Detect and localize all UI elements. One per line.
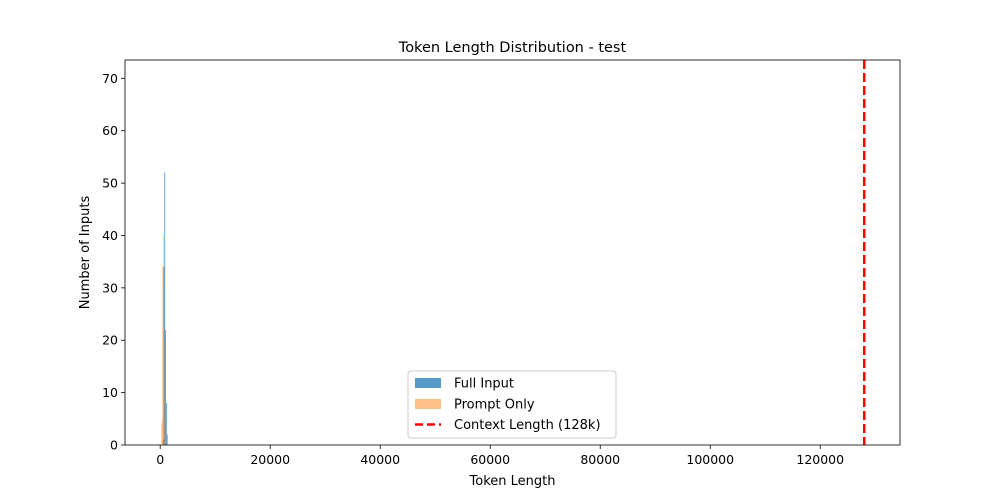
- chart-title: Token Length Distribution - test: [398, 40, 627, 56]
- plot-frame: [124, 59, 901, 446]
- legend-swatch-prompt-only: [415, 399, 441, 409]
- series-prompt-only: [161, 235, 166, 445]
- legend-frame: [407, 370, 617, 439]
- y-axis: 0 10 20 30 40 50 60 70: [102, 71, 125, 453]
- histogram-bar: [166, 434, 168, 445]
- x-tick-label: 40000: [360, 452, 400, 467]
- y-tick-label: 40: [102, 228, 118, 243]
- y-tick-label: 10: [102, 385, 118, 400]
- y-tick-label: 20: [102, 333, 118, 348]
- legend-label-prompt-only: Prompt Only: [454, 398, 535, 413]
- x-tick-label: 120000: [796, 452, 844, 467]
- histogram-bar: [165, 403, 167, 445]
- histogram-bar: [162, 235, 164, 445]
- x-axis: 0 20000 40000 60000 80000 100000 120000: [156, 445, 844, 467]
- legend-label-full-input: Full Input: [454, 377, 514, 392]
- histogram-bar: [164, 429, 166, 445]
- x-axis-label: Token Length: [469, 474, 556, 489]
- histogram-bar: [163, 287, 165, 445]
- x-tick-label: 0: [156, 452, 164, 467]
- y-tick-label: 60: [102, 123, 118, 138]
- y-tick-label: 70: [102, 71, 118, 86]
- y-tick-label: 30: [102, 280, 118, 295]
- x-tick-label: 100000: [686, 452, 734, 467]
- x-tick-label: 60000: [470, 452, 510, 467]
- y-axis-label: Number of Inputs: [78, 196, 93, 310]
- x-tick-label: 80000: [580, 452, 620, 467]
- x-tick-label: 20000: [250, 452, 290, 467]
- legend: Full Input Prompt Only Context Length (1…: [407, 370, 617, 439]
- histogram-bar: [162, 266, 164, 445]
- histogram-bar: [165, 329, 166, 445]
- histogram-bar: [164, 172, 166, 445]
- legend-label-context-length: Context Length (128k): [454, 418, 601, 433]
- y-tick-label: 0: [110, 438, 118, 453]
- histogram-bar: [164, 340, 165, 445]
- y-tick-label: 50: [102, 176, 118, 191]
- plot-area: [161, 60, 866, 445]
- legend-swatch-full-input: [415, 378, 441, 388]
- histogram-bar: [161, 418, 163, 445]
- histogram-bar: [161, 424, 162, 445]
